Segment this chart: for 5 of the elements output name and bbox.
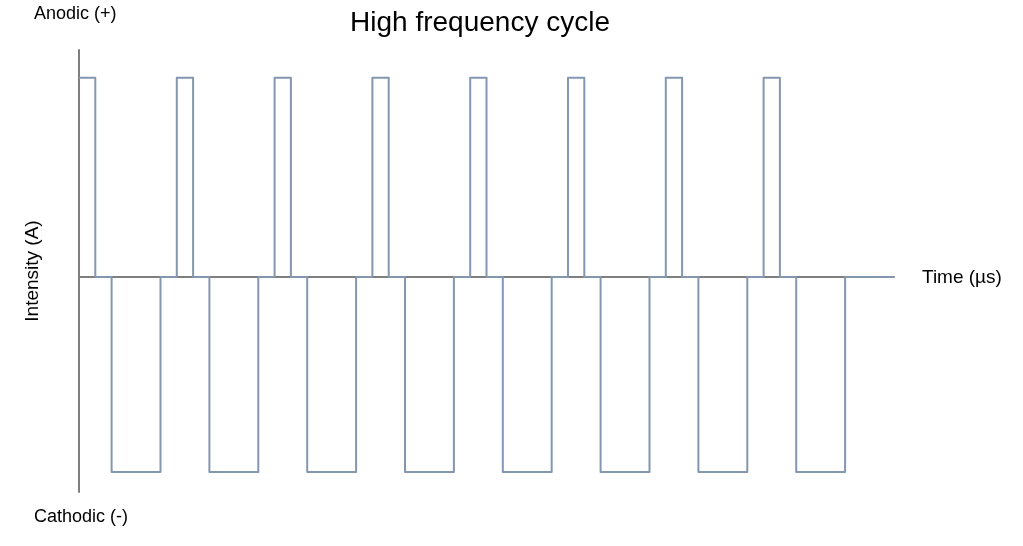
chart-title: High frequency cycle	[350, 5, 610, 37]
text: Anodic (+)	[34, 3, 117, 23]
y-axis-title: Intensity (A)	[21, 220, 42, 322]
x-axis-title: Time (µs)	[922, 266, 1002, 288]
text: Cathodic (-)	[34, 506, 129, 526]
